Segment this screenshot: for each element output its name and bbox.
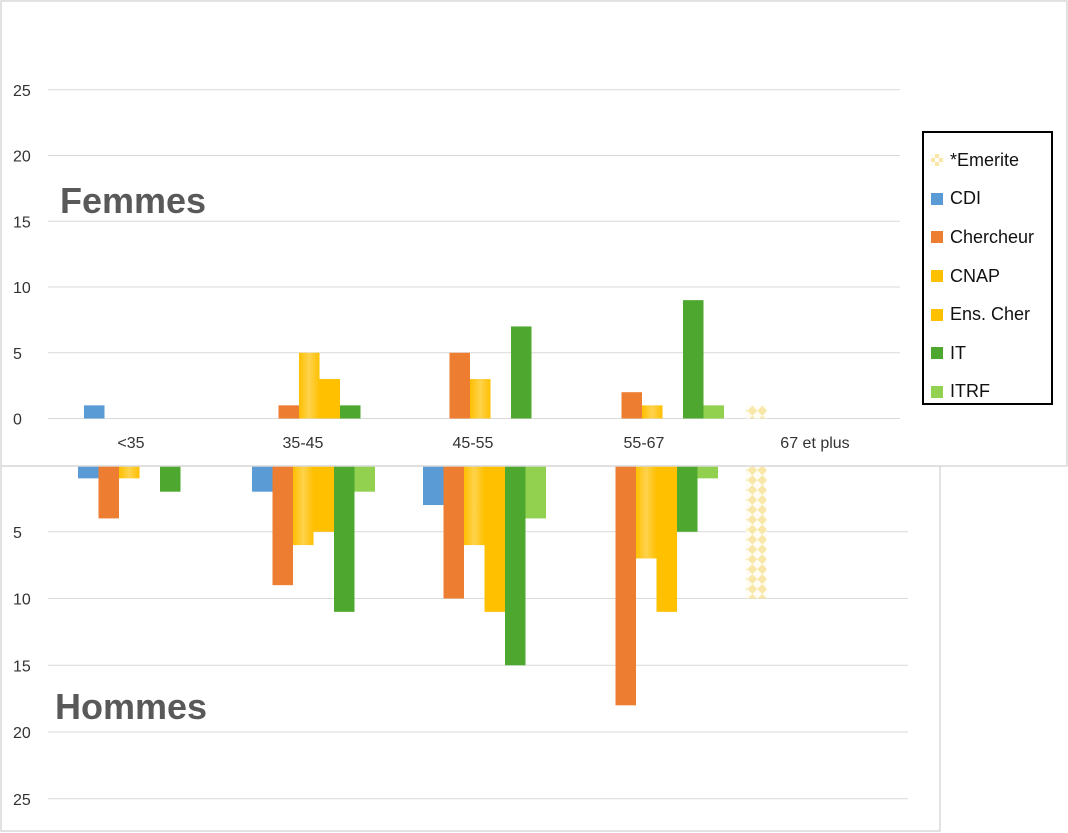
hommes-y-tick-label: 20 [13,725,31,742]
bar-femmes-cnap-45-55 [470,379,491,419]
x-category-label: 55-67 [624,435,665,452]
bar-femmes-ens-cher-35-45 [319,379,340,419]
legend-swatch [931,270,943,283]
legend-label: Chercheur [950,226,1035,247]
femmes-y-tick-label: 25 [13,83,31,100]
bar-femmes-chercheur-35-45 [278,405,299,419]
femmes-bars [84,300,767,419]
chart-legend: *Emerite CDI Chercheur CNAP Ens. Cher IT ITRF [922,131,1053,405]
x-axis-categories: <35 35-45 45-55 55-67 67 et plus [117,435,849,452]
femmes-y-tick-label: 15 [13,214,31,231]
bar-hommes-cdi-45-55 [423,465,444,506]
x-category-label: 45-55 [453,435,494,452]
legend-label: IT [950,342,966,363]
legend-label: ITRF [950,381,990,402]
hommes-bars [78,465,767,706]
bar-femmes-cdi-35 [84,405,105,419]
legend-swatch [931,308,943,321]
bar-hommes-cnap-35 [119,465,140,479]
legend-swatch [931,347,943,360]
legend-label: CNAP [950,265,1001,286]
legend-label: Ens. Cher [950,304,1031,325]
legend-item-chercheur: Chercheur [931,218,1051,257]
hommes-y-tick-label: 25 [13,792,31,809]
femmes-y-tick-label: 5 [13,346,22,363]
hommes-y-tick-label: 15 [13,658,31,675]
bar-femmes-cnap-55-67 [642,405,663,419]
femmes-y-axis: 0 5 10 15 20 25 [13,83,31,429]
bar-femmes-it-55-67 [683,300,704,419]
bar-hommes-itrf-55-67 [697,465,718,479]
bar-hommes-chercheur-35-45 [272,465,293,586]
bar-hommes-ens-cher-45-55 [484,465,505,612]
legend-swatch [931,231,943,244]
hommes-y-axis: 5 10 15 20 25 [13,525,31,809]
hommes-y-tick-label: 5 [13,525,22,542]
bar-hommes-cdi-35-45 [252,465,273,492]
bar-hommes-cnap-55-67 [636,465,657,559]
femmes-title: Femmes [60,180,206,221]
bar-hommes-ens-cher-35-45 [313,465,334,532]
bar-hommes-chercheur-45-55 [443,465,464,599]
x-category-label: 35-45 [283,435,324,452]
bar-femmes-chercheur-45-55 [449,352,470,419]
bar-femmes-chercheur-55-67 [621,392,642,419]
femmes-y-tick-label: 0 [13,412,22,429]
femmes-y-tick-label: 10 [13,280,31,297]
legend-swatch [931,385,943,398]
hommes-title: Hommes [55,686,207,727]
bar-hommes-it-55-67 [677,465,698,532]
legend-item-it: IT [931,334,1051,373]
bar-hommes-ens-cher-55-67 [656,465,677,612]
bar-femmes-cnap-35-45 [299,352,320,419]
legend-item-cdi: CDI [931,180,1051,219]
legend-item-ens-cher: Ens. Cher [931,295,1051,334]
bar-femmes-it-45-55 [511,326,532,419]
bar-hommes-chercheur-35 [98,465,119,519]
bar-femmes-it-35-45 [340,405,361,419]
x-category-label: <35 [117,435,144,452]
legend-label: CDI [950,188,981,209]
legend-item-itrf: ITRF [931,373,1051,412]
legend-item-cnap: CNAP [931,257,1051,296]
bar-femmes-itrf-55-67 [703,405,724,419]
bar-hommes-itrf-45-55 [525,465,546,519]
bar-hommes-it-35 [160,465,181,492]
legend-swatch [931,154,943,167]
bar-hommes-cnap-35-45 [293,465,314,546]
hommes-y-tick-label: 10 [13,592,31,609]
x-category-label: 67 et plus [780,435,849,452]
bar-hommes-it-45-55 [505,465,526,666]
bar-hommes-emerite-67-et-plus [746,465,767,599]
bar-femmes-emerite-67-et-plus [746,405,767,419]
legend-swatch [931,192,943,205]
femmes-y-tick-label: 20 [13,149,31,166]
legend-label: *Emerite [950,149,1020,170]
bar-hommes-chercheur-55-67 [615,465,636,706]
bar-hommes-it-35-45 [334,465,355,612]
femmes-panel-frame [0,0,1068,467]
bar-hommes-itrf-35-45 [354,465,375,492]
bar-hommes-cdi-35 [78,465,99,479]
legend-item-emerite: *Emerite [931,141,1051,180]
bar-hommes-cnap-45-55 [464,465,485,546]
